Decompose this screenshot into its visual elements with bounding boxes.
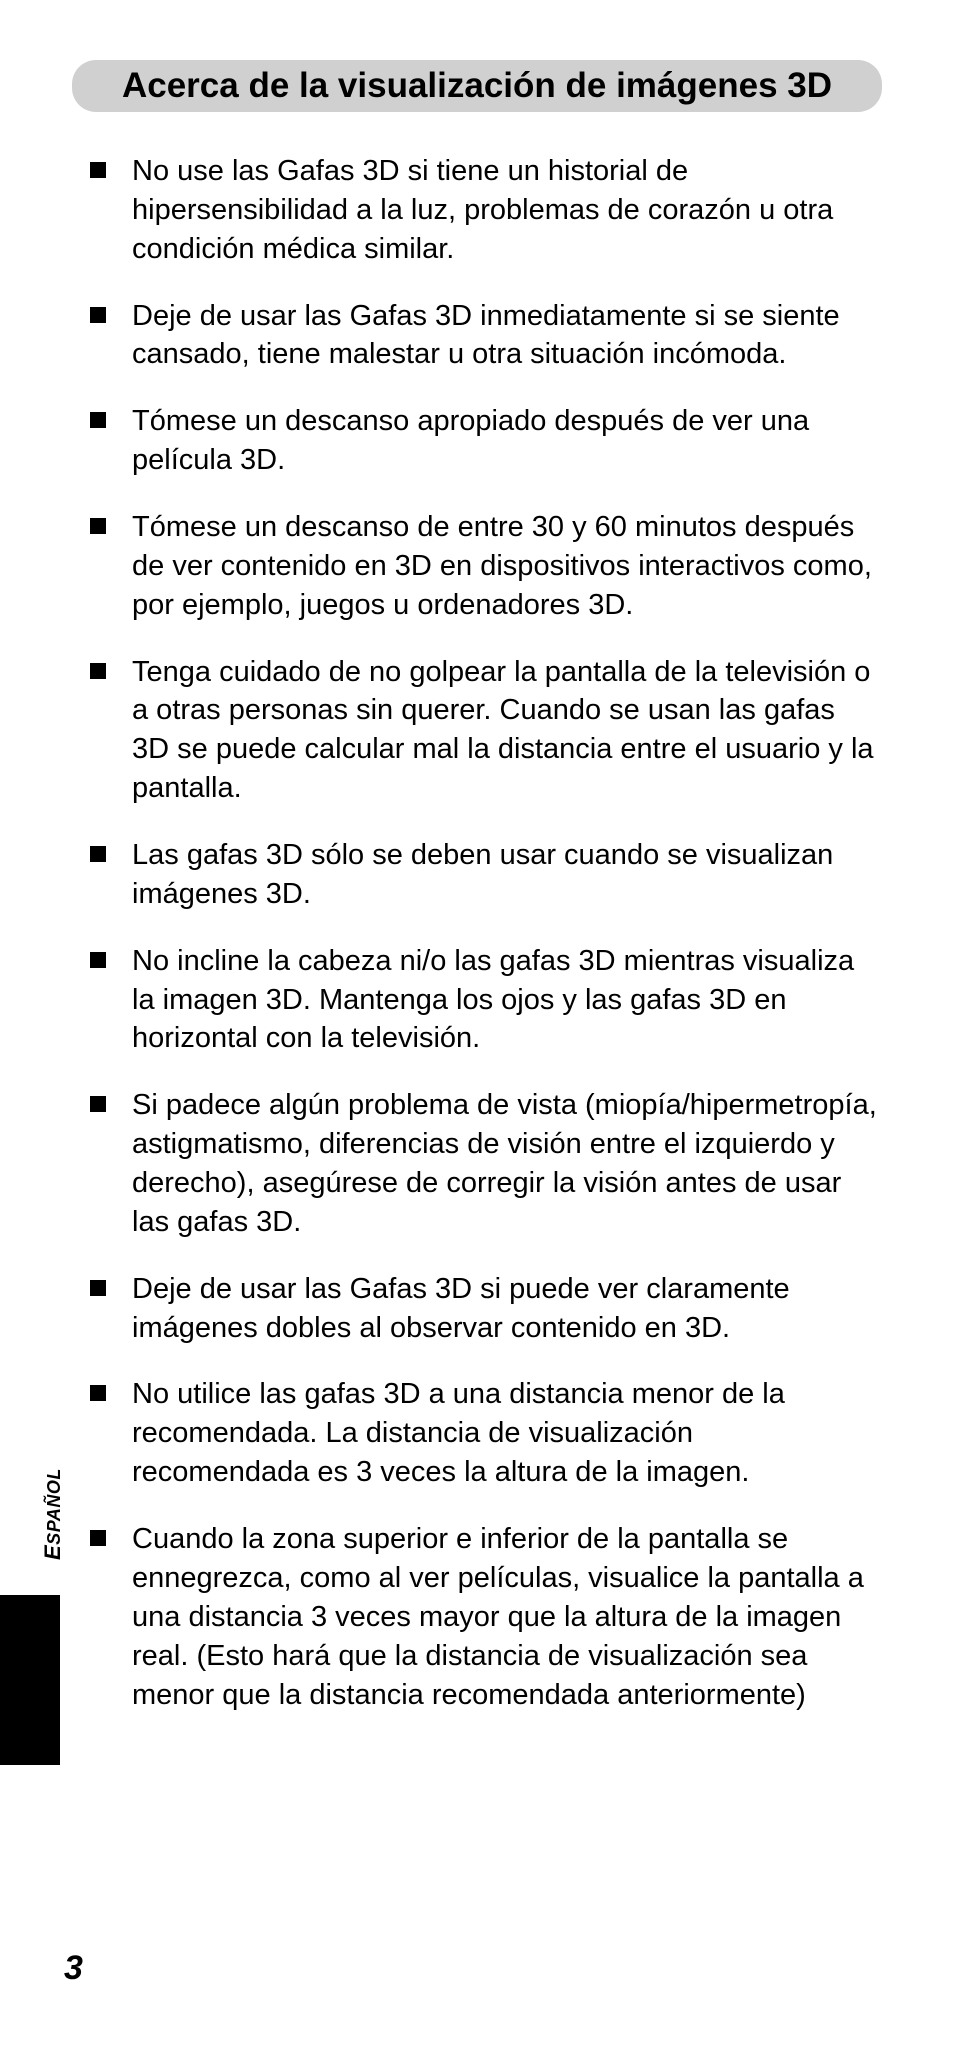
list-item: Deje de usar las Gafas 3D si puede ver c… (90, 1270, 878, 1348)
list-item: No incline la cabeza ni/o las gafas 3D m… (90, 942, 878, 1059)
list-item: Tómese un descanso apropiado después de … (90, 402, 878, 480)
language-label-rest: SPAÑOL (44, 1468, 64, 1545)
list-item: Las gafas 3D sólo se deben usar cuando s… (90, 836, 878, 914)
list-item: Cuando la zona superior e inferior de la… (90, 1520, 878, 1714)
language-label-first: E (40, 1545, 65, 1560)
page-number: 3 (64, 1949, 83, 1988)
list-item: Tómese un descanso de entre 30 y 60 minu… (90, 508, 878, 625)
list-item: No use las Gafas 3D si tiene un historia… (90, 152, 878, 269)
list-item: Tenga cuidado de no golpear la pantalla … (90, 653, 878, 808)
list-item: Deje de usar las Gafas 3D inmediatamente… (90, 297, 878, 375)
language-label: ESPAÑOL (40, 1468, 66, 1560)
section-heading: Acerca de la visualización de imágenes 3… (72, 60, 882, 112)
language-tab (0, 1595, 60, 1765)
list-item: No utilice las gafas 3D a una distancia … (90, 1375, 878, 1492)
list-item: Si padece algún problema de vista (miopí… (90, 1086, 878, 1241)
bullet-list: No use las Gafas 3D si tiene un historia… (90, 152, 878, 1714)
